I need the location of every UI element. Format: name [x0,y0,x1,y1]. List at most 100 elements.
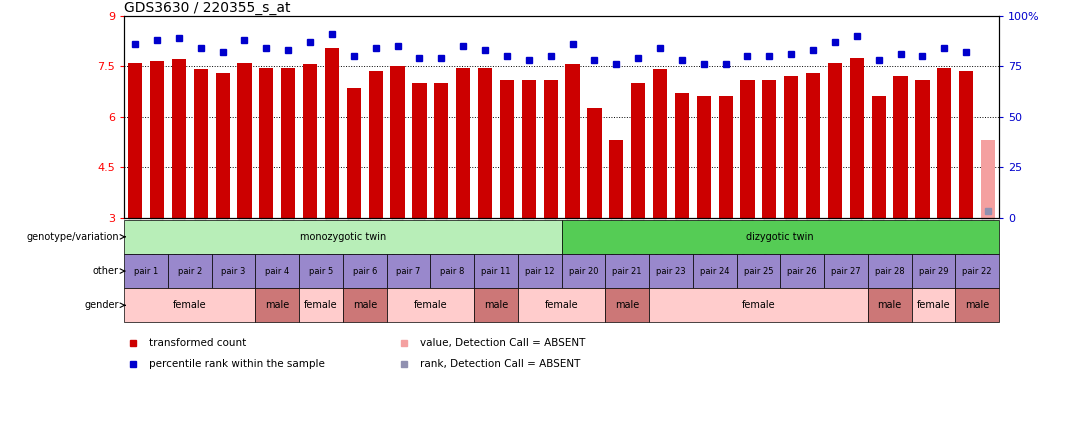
Text: genotype/variation: genotype/variation [26,232,119,242]
Bar [168,254,212,288]
Bar [124,254,168,288]
Bar [434,83,448,218]
Bar [562,220,999,254]
Text: rank, Detection Call = ABSENT: rank, Detection Call = ABSENT [420,359,580,369]
Bar [368,71,382,218]
Bar [391,66,405,218]
Text: pair 7: pair 7 [396,266,421,276]
Bar [781,254,824,288]
Text: value, Detection Call = ABSENT: value, Detection Call = ABSENT [420,338,585,348]
Text: GDS3630 / 220355_s_at: GDS3630 / 220355_s_at [124,0,291,15]
Bar [347,88,361,218]
Bar [828,63,842,218]
Bar [216,73,230,218]
Bar [343,288,387,322]
Bar [916,79,930,218]
Bar [893,76,907,218]
Text: female: female [544,300,579,310]
Bar [474,254,518,288]
Bar [562,254,605,288]
Text: female: female [173,300,206,310]
Text: pair 20: pair 20 [569,266,598,276]
Text: monozygotic twin: monozygotic twin [300,232,386,242]
Text: pair 2: pair 2 [178,266,202,276]
Text: other: other [93,266,119,276]
Bar [649,288,868,322]
Text: female: female [414,300,447,310]
Bar [824,254,868,288]
Text: dizygotic twin: dizygotic twin [746,232,814,242]
Bar [256,254,299,288]
Text: female: female [742,300,775,310]
Bar [500,79,514,218]
Bar [387,254,430,288]
Bar [762,79,777,218]
Bar [959,71,973,218]
Text: female: female [917,300,950,310]
Bar [129,63,143,218]
Text: male: male [616,300,639,310]
Bar [937,68,951,218]
Bar [474,288,518,322]
Bar [150,61,164,218]
Bar [124,220,562,254]
Bar [737,254,781,288]
Bar [868,288,912,322]
Text: pair 4: pair 4 [266,266,289,276]
Text: pair 23: pair 23 [657,266,686,276]
Bar [784,76,798,218]
Bar [256,288,299,322]
Text: pair 12: pair 12 [525,266,554,276]
Bar [172,59,186,218]
Bar [543,79,557,218]
Bar [281,68,295,218]
Bar [912,288,956,322]
Text: male: male [878,300,902,310]
Text: transformed count: transformed count [149,338,246,348]
Bar [718,96,732,218]
Text: female: female [305,300,338,310]
Text: pair 25: pair 25 [744,266,773,276]
Bar [653,69,667,218]
Bar [456,68,470,218]
Text: pair 3: pair 3 [221,266,246,276]
Text: male: male [484,300,508,310]
Text: male: male [966,300,989,310]
Text: percentile rank within the sample: percentile rank within the sample [149,359,325,369]
Bar [430,254,474,288]
Bar [259,68,273,218]
Bar [387,288,474,322]
Bar [212,254,256,288]
Text: pair 22: pair 22 [962,266,991,276]
Bar [193,69,207,218]
Bar [697,96,711,218]
Bar [675,93,689,218]
Text: pair 27: pair 27 [832,266,861,276]
Bar [631,83,645,218]
Bar [124,288,256,322]
Bar [605,288,649,322]
Bar [566,64,580,218]
Bar [981,140,995,218]
Bar [850,58,864,218]
Text: gender: gender [84,300,119,310]
Text: pair 5: pair 5 [309,266,333,276]
Bar [299,254,343,288]
Bar [956,288,999,322]
Bar [413,83,427,218]
Bar [325,48,339,218]
Bar [303,64,318,218]
Bar [299,288,343,322]
Bar [693,254,737,288]
Text: pair 6: pair 6 [352,266,377,276]
Text: pair 1: pair 1 [134,266,158,276]
Text: pair 21: pair 21 [612,266,642,276]
Bar [806,73,820,218]
Text: pair 28: pair 28 [875,266,904,276]
Text: pair 26: pair 26 [787,266,816,276]
Bar [872,96,886,218]
Bar [912,254,956,288]
Text: pair 8: pair 8 [440,266,464,276]
Bar [343,254,387,288]
Text: pair 24: pair 24 [700,266,729,276]
